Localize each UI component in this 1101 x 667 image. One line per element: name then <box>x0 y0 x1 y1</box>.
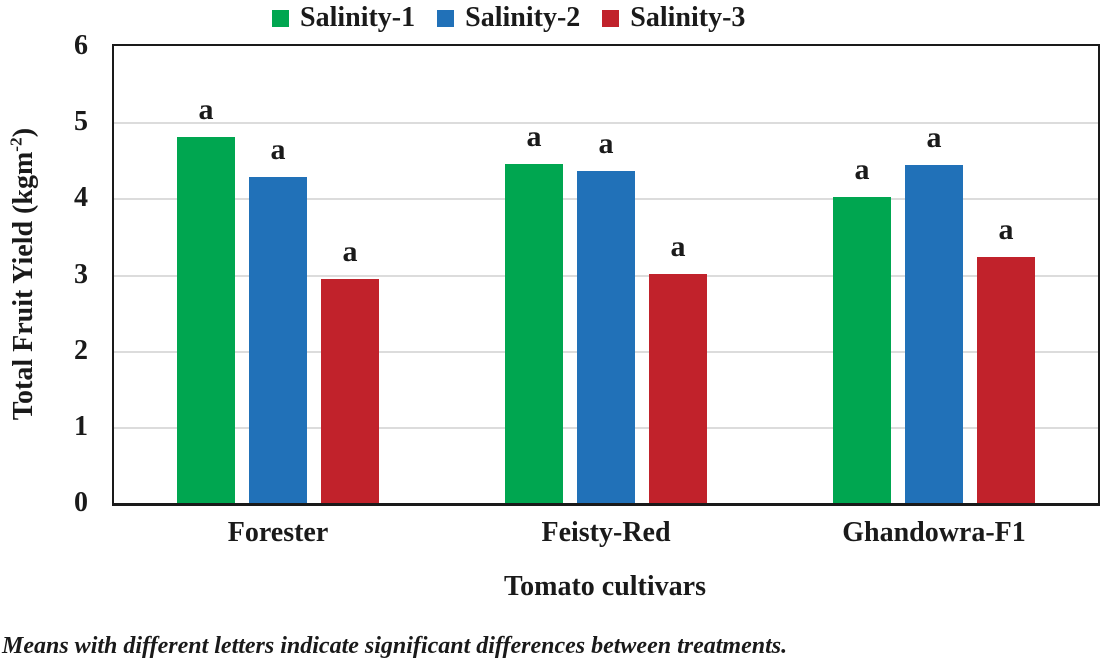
y-axis-title-close: ) <box>8 127 39 138</box>
legend-item-salinity-3: Salinity-3 <box>602 4 745 32</box>
footnote: Means with different letters indicate si… <box>2 633 788 659</box>
y-tick-label: 1 <box>74 411 88 442</box>
legend-swatch-salinity-3 <box>602 9 620 27</box>
y-axis-title-superscript: -2 <box>6 137 26 152</box>
bar-salinity-1-ghandowra-f1 <box>833 197 891 503</box>
chart-legend: Salinity-1 Salinity-2 Salinity-3 <box>272 4 745 32</box>
y-tick-label: 6 <box>74 30 88 61</box>
significance-letter: a <box>198 93 214 126</box>
legend-swatch-salinity-1 <box>272 9 289 27</box>
bar-salinity-3-ghandowra-f1 <box>977 257 1035 503</box>
y-axis-title: Total Fruit Yield (kgm-2) <box>6 127 39 421</box>
bar-salinity-2-ghandowra-f1 <box>905 165 963 503</box>
significance-letter: a <box>598 127 614 160</box>
significance-letter: a <box>342 235 358 268</box>
legend-label: Salinity-1 <box>300 2 416 33</box>
legend-label: Salinity-3 <box>630 2 746 33</box>
significance-letter: a <box>270 133 286 166</box>
x-tick-label-forester: Forester <box>227 517 329 548</box>
bar-salinity-2-feisty-red <box>577 171 635 503</box>
legend-item-salinity-1: Salinity-1 <box>272 4 415 32</box>
bar-salinity-3-feisty-red <box>649 274 707 503</box>
bar-salinity-1-feisty-red <box>505 164 563 503</box>
y-tick-label: 0 <box>74 487 88 518</box>
significance-letter: a <box>926 121 942 154</box>
y-tick-label: 3 <box>74 259 88 290</box>
bar-salinity-3-forester <box>321 279 379 503</box>
y-axis-title-text: Total Fruit Yield (kgm <box>8 151 39 421</box>
significance-letter: a <box>670 230 686 263</box>
bar-salinity-2-forester <box>249 177 307 503</box>
legend-swatch-salinity-2 <box>437 9 455 27</box>
x-tick-label-ghandowra-f1: Ghandowra-F1 <box>842 517 1026 548</box>
y-tick-label: 5 <box>74 106 88 137</box>
legend-item-salinity-2: Salinity-2 <box>437 4 580 32</box>
x-tick-label-feisty-red: Feisty-Red <box>541 517 671 548</box>
x-axis-title: Tomato cultivars <box>504 571 706 602</box>
significance-letter: a <box>998 213 1014 246</box>
gridline <box>114 122 1098 124</box>
y-tick-label: 4 <box>74 182 88 213</box>
significance-letter: a <box>526 120 542 153</box>
legend-label: Salinity-2 <box>465 2 581 33</box>
y-tick-label: 2 <box>74 335 88 366</box>
bar-salinity-1-forester <box>177 137 235 503</box>
plot-area: a a a a a a a a a <box>112 44 1100 506</box>
significance-letter: a <box>854 153 870 186</box>
